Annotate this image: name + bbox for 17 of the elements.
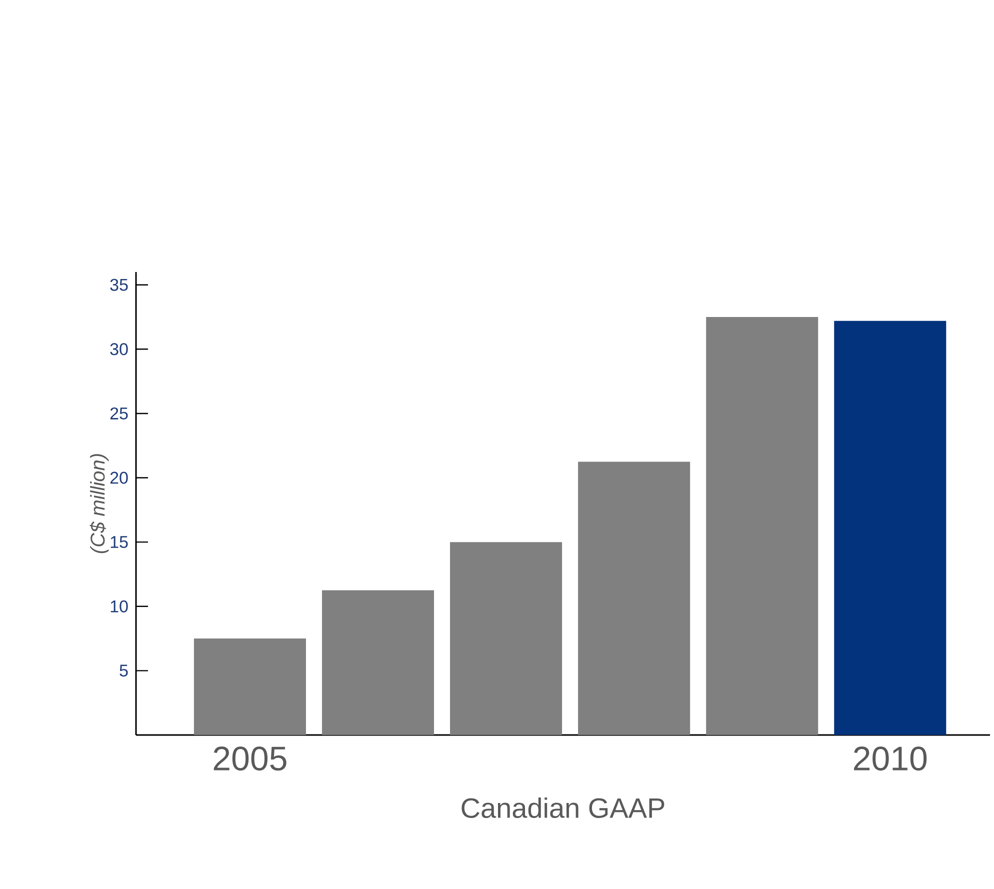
y-tick-label: 25 — [110, 407, 128, 420]
bar — [834, 320, 946, 735]
y-axis-title: (C$ million) — [90, 454, 109, 554]
bar — [322, 590, 434, 735]
y-tick-label: 10 — [110, 600, 128, 612]
x-tick-label: 2005 — [214, 746, 286, 771]
y-tick-label: 5 — [120, 664, 128, 677]
y-tick-label: 15 — [110, 536, 128, 548]
bar — [450, 542, 562, 735]
y-tick-label: 30 — [110, 343, 128, 356]
y-tick-label: 35 — [110, 278, 128, 291]
y-tick-label: 20 — [110, 472, 128, 484]
x-axis-title: Canadian GAAP — [462, 797, 664, 818]
bar — [578, 462, 690, 735]
x-tick-label: 2010 — [854, 746, 927, 771]
bar — [194, 638, 306, 735]
bar — [706, 317, 818, 735]
